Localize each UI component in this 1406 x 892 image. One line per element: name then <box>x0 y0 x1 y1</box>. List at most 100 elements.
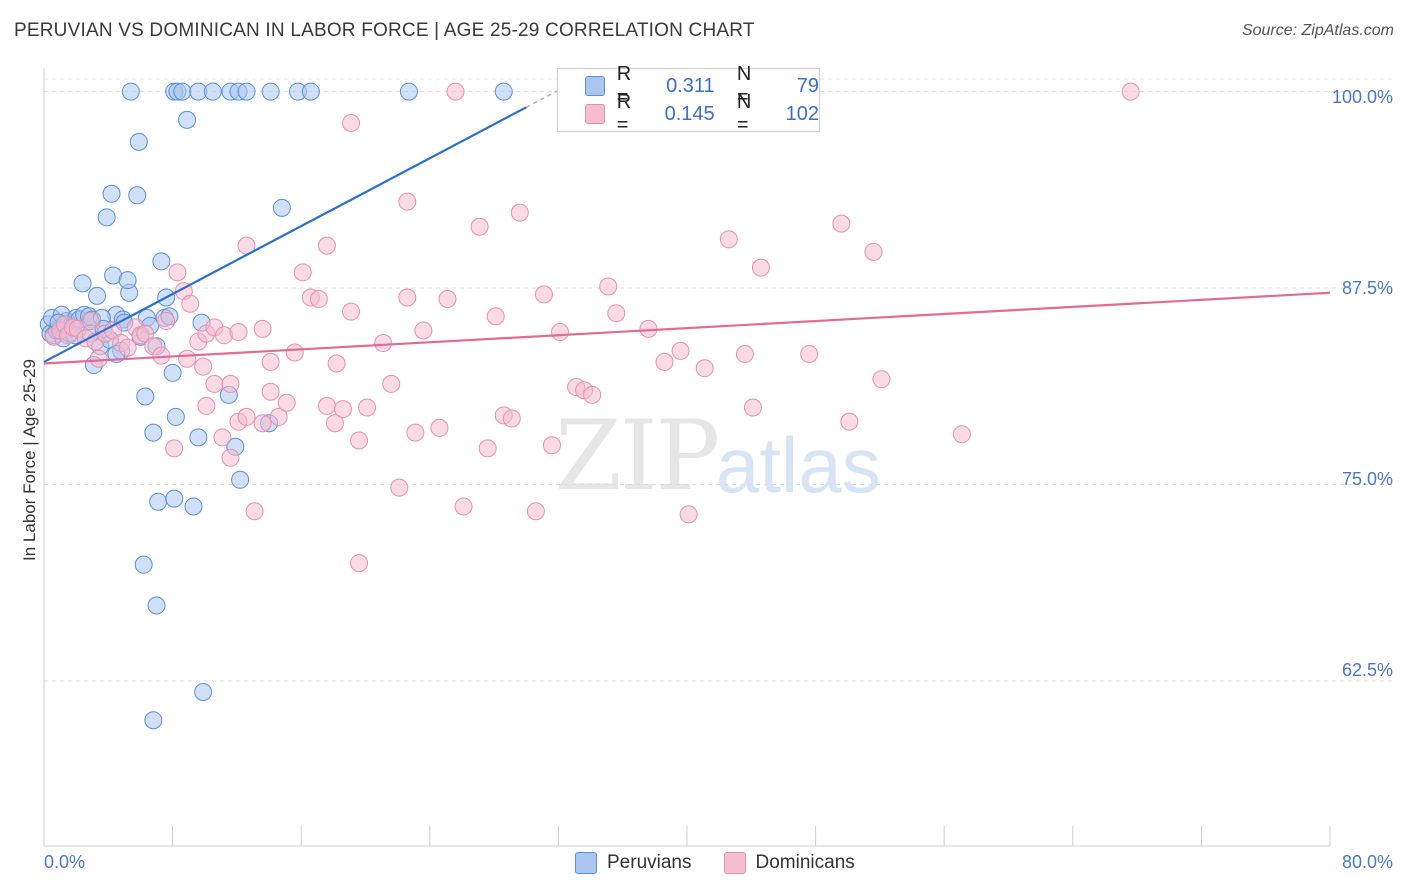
dominicans-point-98 <box>245 502 264 521</box>
dominicans-point-38 <box>253 414 272 433</box>
dominicans-point-82 <box>719 230 738 249</box>
series-legend: Peruvians Dominicans <box>575 852 855 874</box>
peruvians-point-69 <box>184 497 203 516</box>
dominicans-point-53 <box>374 334 393 353</box>
legend-r-label: R = <box>616 63 632 108</box>
peruvians-point-61 <box>166 407 185 426</box>
dominicans-point-27 <box>229 323 248 342</box>
legend-row-dominicans: R = 0.145 N = 102 <box>558 91 819 136</box>
peruvians-point-20 <box>118 271 137 290</box>
peruvians-point-47 <box>173 82 192 101</box>
legend-n-label: N = <box>736 63 752 108</box>
y-tick-label-75: 75.0% <box>1341 469 1393 489</box>
dominicans-point-59 <box>430 418 449 437</box>
dominicans-point-37 <box>237 407 256 426</box>
trend-lines <box>43 85 1331 365</box>
y-axis-label: In Labor Force | Age 25-29 <box>20 359 39 561</box>
dominicans-point-40 <box>269 407 288 426</box>
x-tick-label-max: 80.0% <box>1341 852 1393 872</box>
dominicans-point-74 <box>583 385 602 404</box>
dominicans-point-69 <box>542 436 561 455</box>
x-tick-marks <box>43 826 1331 846</box>
dominicans-point-30 <box>178 349 197 368</box>
dominicans-point-7 <box>81 312 100 331</box>
peruvians-point-59 <box>136 387 155 406</box>
dominicans-point-22 <box>181 294 200 313</box>
series-peruvians <box>39 82 513 730</box>
dominicans-point-75 <box>599 277 618 296</box>
chart-title: PERUVIAN VS DOMINICAN IN LABOR FORCE | A… <box>14 20 755 41</box>
dominicans-point-60 <box>438 290 457 309</box>
dominicans-point-66 <box>502 409 521 428</box>
trend-line-dominicans <box>43 291 1331 365</box>
gridlines <box>44 78 1393 682</box>
dominicans-point-20 <box>168 263 187 282</box>
dominicans-point-90 <box>872 370 891 389</box>
peruvians-point-66 <box>231 470 250 489</box>
dominicans-point-87 <box>832 214 851 233</box>
dominicans-point-81 <box>695 359 714 378</box>
dominicans-point-54 <box>382 374 401 393</box>
dominicans-point-48 <box>333 400 352 419</box>
dominicans-point-68 <box>534 285 553 304</box>
dominicans-point-101 <box>317 236 336 255</box>
watermark-atlas: atlas <box>716 421 881 509</box>
dominicans-point-36 <box>221 448 240 467</box>
dominicans-point-31 <box>194 357 213 376</box>
peruvians-point-72 <box>194 682 213 701</box>
dominicans-point-86 <box>800 345 819 364</box>
dominicans-point-96 <box>446 82 465 101</box>
dominicans-point-39 <box>261 382 280 401</box>
dominicans-point-57 <box>406 423 425 442</box>
dominicans-point-50 <box>350 431 369 450</box>
dominicans-point-70 <box>551 323 570 342</box>
dominicans-point-83 <box>735 345 754 364</box>
dominicans-point-46 <box>317 396 336 415</box>
watermark-zip: ZIP <box>555 400 720 512</box>
dominicans-point-64 <box>478 439 497 458</box>
peruvians-point-57 <box>494 82 513 101</box>
peruvians-point-62 <box>189 428 208 447</box>
peruvians-point-53 <box>261 82 280 101</box>
peruvians-point-41 <box>128 186 147 205</box>
peruvians-point-52 <box>237 82 256 101</box>
dominicans-point-16 <box>136 324 155 343</box>
dominicans-point-93 <box>342 114 361 133</box>
legend-swatch-peruvians <box>585 76 605 96</box>
dominicans-point-85 <box>743 398 762 417</box>
legend-r-value-dominicans: 0.145 <box>664 102 715 125</box>
dominicans-point-9 <box>89 349 108 368</box>
peruvians-point-67 <box>149 492 168 511</box>
dominicans-point-92 <box>1121 82 1140 101</box>
dominicans-point-99 <box>261 352 280 371</box>
bottom-legend-swatch-peruvians <box>575 852 597 874</box>
dominicans-point-32 <box>205 374 224 393</box>
dominicans-point-76 <box>607 304 626 323</box>
dominicans-point-62 <box>470 217 489 236</box>
dominicans-point-35 <box>213 428 232 447</box>
peruvians-point-70 <box>134 555 153 574</box>
dominicans-point-55 <box>398 288 417 307</box>
legend-n-label: N = <box>736 91 752 136</box>
dominicans-point-49 <box>342 302 361 321</box>
trend-line-peruvians <box>43 106 527 363</box>
peruvians-point-56 <box>399 82 418 101</box>
dominicans-point-58 <box>414 321 433 340</box>
peruvians-point-17 <box>88 286 107 305</box>
series-dominicans <box>44 82 1140 573</box>
peruvians-point-58 <box>178 110 197 129</box>
x-tick-label-min: 0.0% <box>44 852 86 872</box>
bottom-legend-label-dominicans: Dominicans <box>755 852 855 873</box>
peruvians-point-42 <box>152 252 171 271</box>
dominicans-point-94 <box>398 192 417 211</box>
dominicans-point-19 <box>157 312 176 331</box>
peruvians-point-37 <box>163 363 182 382</box>
dominicans-point-56 <box>390 478 409 497</box>
peruvians-point-49 <box>203 82 222 101</box>
legend-row-peruvians: R = 0.311 N = 79 <box>558 63 819 108</box>
dominicans-point-13 <box>118 338 137 357</box>
peruvians-point-39 <box>97 208 116 227</box>
dominicans-point-42 <box>285 343 304 362</box>
dominicans-point-67 <box>526 502 545 521</box>
